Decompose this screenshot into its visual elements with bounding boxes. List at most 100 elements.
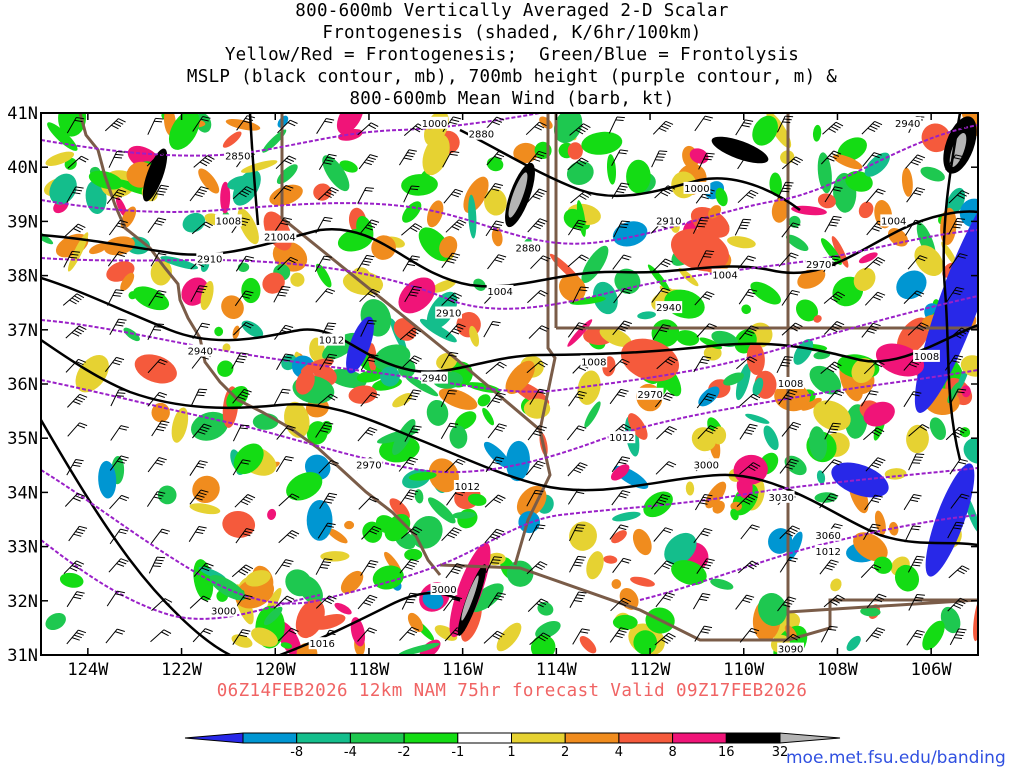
- wind-barb: [572, 286, 589, 304]
- shade-cell: [698, 386, 720, 407]
- wind-barb: [820, 361, 842, 374]
- lat-tick-label: 34N: [7, 483, 38, 503]
- wind-barb: [485, 456, 505, 473]
- wind-barb: [484, 494, 506, 508]
- wind-barb: [110, 389, 127, 407]
- wind-barb: [823, 291, 846, 304]
- wind-barb: [445, 458, 466, 473]
- wind-barb: [316, 393, 338, 407]
- shade-cell: [344, 520, 355, 530]
- shade-cell: [758, 592, 787, 627]
- contour-label-bg: [608, 431, 636, 444]
- shade-cell: [251, 627, 278, 647]
- wind-barb: [232, 459, 251, 476]
- wind-barb: [318, 187, 339, 201]
- wind-barb: [611, 149, 629, 167]
- wind-barb: [273, 285, 291, 303]
- wind-barb: [356, 254, 375, 272]
- wind-barb: [824, 422, 841, 440]
- lon-tick-label: 120W: [255, 660, 297, 680]
- colorbar-segment: [618, 732, 674, 744]
- shade-cell: [712, 426, 727, 445]
- shade-cell: [586, 551, 604, 580]
- credit-link[interactable]: moe.met.fsu.edu/banding: [786, 748, 1006, 768]
- contour-label: 3090: [778, 645, 803, 656]
- wind-barb: [192, 423, 212, 439]
- shade-cell: [133, 286, 170, 311]
- shade-cell: [427, 200, 444, 228]
- shade-cell: [959, 427, 971, 438]
- shade-cell: [901, 167, 913, 197]
- lat-tick-label: 40N: [7, 158, 38, 178]
- wind-barb: [316, 118, 335, 134]
- lat-tick-label: 37N: [7, 321, 38, 341]
- shade-cell: [771, 197, 789, 223]
- shade-cell: [853, 532, 888, 562]
- title-block: 800-600mb Vertically Averaged 2-D Scalar…: [0, 0, 1024, 110]
- shade-cell: [454, 411, 477, 430]
- wind-barb: [235, 528, 255, 544]
- wind-barb: [696, 323, 717, 338]
- shade-cell: [627, 413, 648, 440]
- colorbar-segment: [725, 732, 781, 744]
- colorbar-label: 1: [507, 745, 515, 760]
- wind-barb: [694, 494, 713, 511]
- shade-feature: [142, 148, 168, 202]
- wind-barb: [398, 456, 418, 472]
- shade-cell: [710, 578, 734, 590]
- wind-barb: [151, 420, 170, 437]
- wind-barb: [692, 593, 711, 610]
- wind-barb: [401, 592, 419, 610]
- lon-tick-label: 110W: [723, 660, 765, 680]
- wind-barb: [945, 286, 965, 303]
- wind-barb: [863, 360, 885, 375]
- shade-cell: [379, 366, 400, 387]
- contour-label-bg: [692, 458, 720, 471]
- wind-barb: [274, 324, 294, 340]
- wind-barb: [146, 491, 166, 507]
- shade-cell: [262, 272, 285, 294]
- wind-barb: [151, 598, 173, 611]
- wind-barb: [148, 556, 166, 574]
- wind-barb: [525, 121, 547, 136]
- shade-cell: [801, 397, 822, 411]
- wind-barb: [104, 118, 126, 132]
- shade-cell: [233, 443, 264, 475]
- wind-barb: [189, 489, 209, 505]
- wind-barb: [357, 427, 378, 442]
- contour-label-bg: [210, 604, 238, 617]
- lat-tick-label: 32N: [7, 592, 38, 612]
- wind-barb: [529, 388, 548, 405]
- wind-barb: [569, 123, 591, 136]
- shade-cell: [712, 500, 725, 514]
- wind-barb: [147, 358, 168, 374]
- mexico-border: [439, 563, 978, 642]
- shade-cell: [295, 370, 315, 395]
- shade-cell: [643, 491, 673, 518]
- wind-barb: [779, 525, 801, 539]
- wind-barb: [360, 319, 377, 337]
- wind-barb: [776, 356, 793, 374]
- wind-barb: [779, 458, 799, 474]
- contour-label: 1004: [712, 271, 737, 282]
- wind-barb: [106, 590, 126, 607]
- wind-barb: [319, 492, 338, 509]
- contour-label-bg: [224, 149, 252, 162]
- wind-barb: [232, 186, 254, 200]
- wind-barb: [147, 391, 168, 407]
- shade-cell: [558, 274, 586, 302]
- wind-barb: [399, 327, 422, 341]
- contour-label: 2970: [806, 260, 831, 271]
- wind-barb: [193, 155, 215, 168]
- wind-barb: [739, 325, 759, 340]
- wind-barb: [189, 595, 211, 609]
- lat-tick-label: 35N: [7, 429, 38, 449]
- contour-label-bg: [435, 306, 462, 319]
- shade-cell: [45, 612, 66, 631]
- wind-barb: [109, 455, 129, 471]
- wind-barb: [526, 360, 548, 374]
- wind-barb: [402, 255, 420, 272]
- wind-barb: [483, 321, 501, 338]
- shade-cell: [280, 642, 293, 649]
- wind-barb: [277, 256, 299, 271]
